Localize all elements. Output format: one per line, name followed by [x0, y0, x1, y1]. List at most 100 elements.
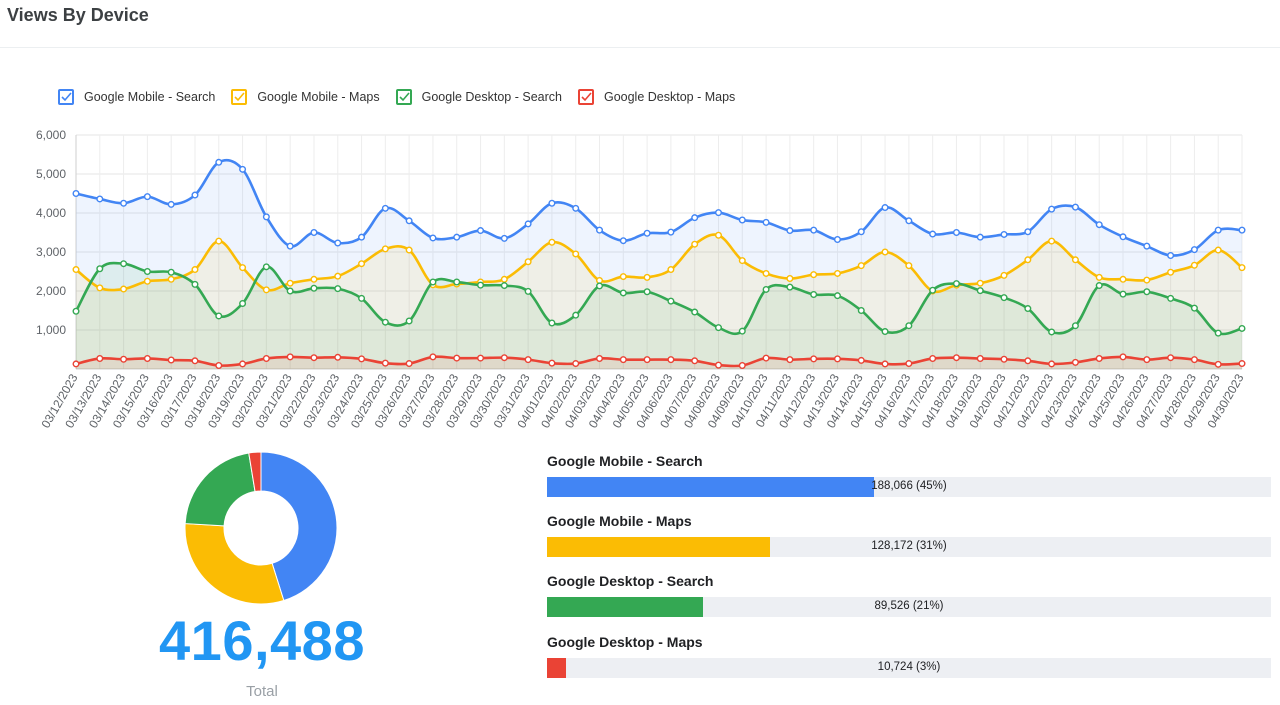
data-point [120, 285, 128, 293]
data-point [1167, 268, 1175, 276]
data-point [643, 356, 651, 364]
data-point [833, 269, 841, 277]
line-chart: 1,0002,0003,0004,0005,0006,00003/12/2023… [36, 128, 1247, 431]
data-point [786, 275, 794, 283]
data-point [714, 324, 722, 332]
data-point [72, 189, 80, 197]
data-point [167, 275, 175, 283]
checkbox-icon[interactable] [395, 89, 412, 105]
series-area-1 [76, 234, 1242, 369]
checkbox-icon[interactable] [577, 89, 594, 105]
data-point [500, 354, 508, 362]
data-point [524, 220, 532, 228]
data-point [905, 262, 913, 270]
data-point [358, 233, 366, 241]
data-point [881, 328, 889, 336]
bar-value: 188,066 (45%) [871, 480, 947, 492]
data-point [500, 282, 508, 290]
data-point [72, 360, 80, 368]
checkbox-icon[interactable] [231, 89, 248, 105]
data-point [691, 357, 699, 365]
data-point [1048, 205, 1056, 213]
bar-track: 188,066 (45%) [547, 477, 1271, 497]
legend-label: Google Desktop - Search [421, 90, 562, 104]
bar-track: 89,526 (21%) [547, 597, 1271, 617]
data-point [191, 191, 199, 199]
bar-value: 10,724 (3%) [877, 661, 941, 673]
data-point [96, 354, 104, 362]
data-point [833, 355, 841, 363]
data-point [1048, 237, 1056, 245]
data-point [762, 218, 770, 226]
data-point [667, 228, 675, 236]
data-point [738, 257, 746, 265]
data-point [143, 193, 151, 201]
data-point [976, 233, 984, 241]
data-point [643, 273, 651, 281]
data-point [691, 214, 699, 222]
data-point [191, 357, 199, 365]
data-point [167, 200, 175, 208]
legend-item-mobile-maps[interactable]: Google Mobile - Maps [231, 89, 380, 105]
data-point [429, 234, 437, 242]
data-point [72, 307, 80, 315]
legend-label: Google Mobile - Search [84, 90, 216, 104]
data-point [762, 354, 770, 362]
data-point [572, 204, 580, 212]
legend-item-mobile-search[interactable]: Google Mobile - Search [58, 89, 215, 105]
donut-slice-0 [260, 451, 338, 602]
data-point [1024, 305, 1032, 313]
chart-legend: Google Mobile - Search Google Mobile - M… [58, 89, 751, 105]
data-point [1119, 290, 1127, 298]
data-point [1000, 355, 1008, 363]
data-point [1024, 357, 1032, 365]
data-point [405, 217, 413, 225]
data-point [120, 355, 128, 363]
legend-item-desktop-search[interactable]: Google Desktop - Search [395, 89, 562, 105]
bar-row-desktop-search: Google Desktop - Search 89,526 (21%) [547, 573, 1271, 617]
series-area-3 [76, 356, 1242, 369]
data-point [524, 356, 532, 364]
bar-row-desktop-maps: Google Desktop - Maps 10,724 (3%) [547, 634, 1271, 678]
data-point [762, 285, 770, 293]
data-point [596, 354, 604, 362]
data-point [1071, 203, 1079, 211]
data-point [96, 265, 104, 273]
data-point [691, 240, 699, 248]
data-point [72, 266, 80, 274]
data-point [1048, 328, 1056, 336]
data-point [524, 258, 532, 266]
data-point [786, 283, 794, 291]
data-point [286, 287, 294, 295]
data-point [286, 242, 294, 250]
checkbox-icon[interactable] [58, 89, 74, 105]
bar-row-mobile-maps: Google Mobile - Maps 128,172 (31%) [547, 513, 1271, 557]
data-point [1095, 221, 1103, 229]
data-point [572, 250, 580, 258]
data-point [453, 233, 461, 241]
data-point [143, 354, 151, 362]
data-point [667, 297, 675, 305]
data-point [262, 263, 270, 271]
data-point [1095, 354, 1103, 362]
legend-item-desktop-maps[interactable]: Google Desktop - Maps [577, 89, 735, 105]
data-point [810, 271, 818, 279]
bar-value: 128,172 (31%) [871, 540, 947, 552]
data-point [1071, 256, 1079, 264]
data-point [738, 361, 746, 369]
data-point [1238, 264, 1246, 272]
data-point [667, 266, 675, 274]
data-point [952, 354, 960, 362]
donut-slice-1 [184, 523, 285, 605]
data-point [714, 209, 722, 217]
data-point [96, 284, 104, 292]
data-point [1119, 353, 1127, 361]
y-tick-label: 2,000 [36, 284, 66, 298]
data-point [857, 228, 865, 236]
data-point [453, 278, 461, 286]
donut-slice-2 [184, 452, 256, 527]
data-point [215, 361, 223, 369]
y-tick-label: 4,000 [36, 206, 66, 220]
data-point [857, 262, 865, 270]
bar-track: 10,724 (3%) [547, 658, 1271, 678]
